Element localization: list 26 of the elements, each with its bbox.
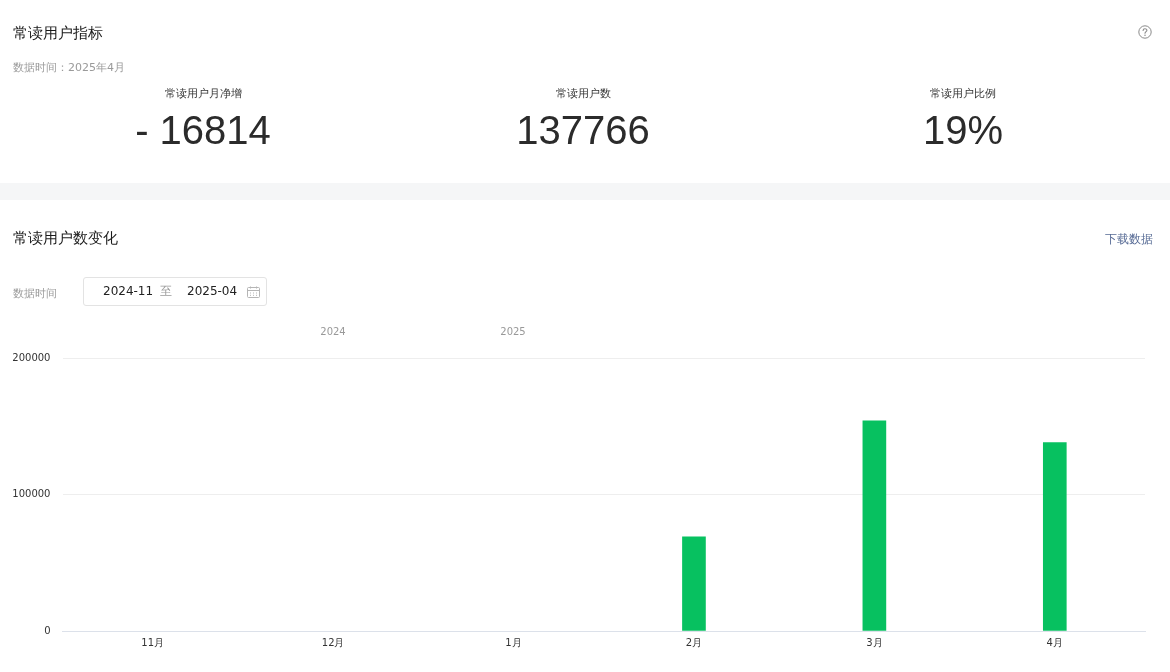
y-tick-label: 200000 <box>12 351 51 363</box>
bar <box>1042 442 1067 631</box>
text: 数据时间 <box>13 286 57 301</box>
text: 下载数据 <box>1105 231 1153 248</box>
date-range-field: 2024-11 至 2025-04 <box>83 277 267 306</box>
x-tick-label: 4月 <box>1046 636 1063 648</box>
bar <box>682 536 706 631</box>
text: 常读用户比例 <box>929 86 997 102</box>
x-tick-label: 2月 <box>685 636 703 648</box>
x-tick-label: 3月 <box>866 636 883 648</box>
text: 常读用户数 <box>554 86 612 102</box>
text: 19% <box>921 107 1005 153</box>
text: 137766 <box>515 107 651 153</box>
text: 常读用户月净增 <box>163 86 243 102</box>
text: 2025 <box>499 326 527 337</box>
text: - 16814 <box>134 107 272 153</box>
bar <box>862 420 887 631</box>
x-tick-label: 1月 <box>505 636 522 648</box>
text: 2024 <box>319 326 347 337</box>
x-tick-label: 12月 <box>321 636 345 648</box>
y-tick-label: 0 <box>44 624 51 636</box>
y-tick-label: 100000 <box>12 488 51 500</box>
x-tick-label: 11月 <box>141 636 165 648</box>
text: 数据时间：2025年4月 <box>13 60 125 75</box>
chart-title: 常读用户数变化 <box>13 229 118 248</box>
text: 常读用户指标 <box>13 24 103 43</box>
